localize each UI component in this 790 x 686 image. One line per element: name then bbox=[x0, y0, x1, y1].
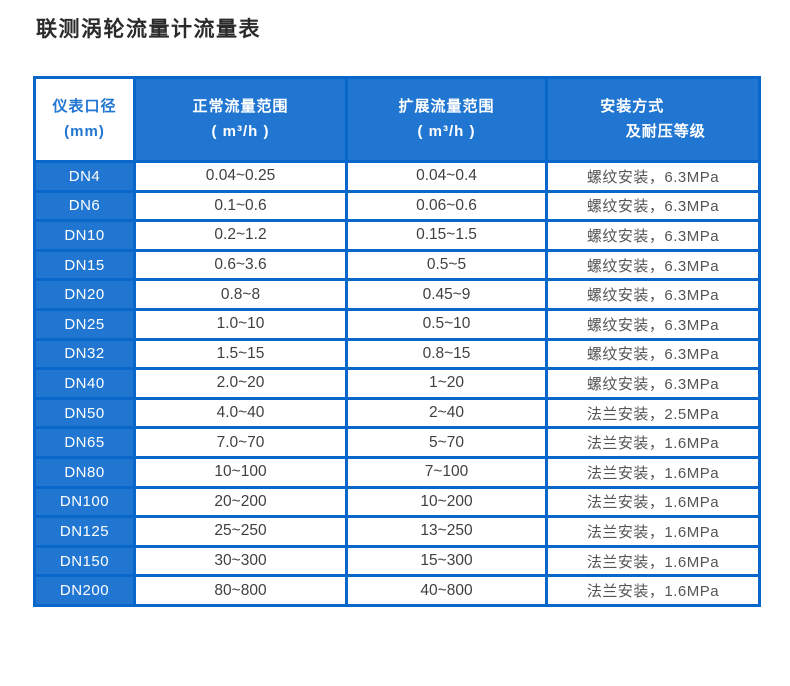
table-row: DN150 30~300 15~300 法兰安装，1.6MPa bbox=[33, 544, 761, 578]
table-body: DN4 0.04~0.25 0.04~0.4 螺纹安装，6.3MPa DN6 0… bbox=[33, 160, 761, 607]
header-diameter-line1: 仪表口径 bbox=[52, 97, 117, 115]
extended-range-cell: 5~70 bbox=[345, 426, 548, 459]
normal-range-cell: 4.0~40 bbox=[133, 396, 348, 430]
extended-range-cell: 15~300 bbox=[345, 544, 548, 578]
normal-range-cell: 30~300 bbox=[133, 544, 348, 578]
install-cell: 螺纹安装，6.3MPa bbox=[545, 307, 761, 341]
extended-range-cell: 0.04~0.4 bbox=[345, 160, 548, 193]
header-diameter-line2: (mm) bbox=[64, 122, 105, 140]
normal-range-cell: 0.2~1.2 bbox=[133, 219, 348, 252]
diameter-cell: DN6 bbox=[33, 189, 136, 223]
table-row: DN4 0.04~0.25 0.04~0.4 螺纹安装，6.3MPa bbox=[33, 160, 761, 193]
install-cell: 法兰安装，1.6MPa bbox=[545, 544, 761, 578]
normal-range-cell: 1.0~10 bbox=[133, 307, 348, 341]
table-row: DN125 25~250 13~250 法兰安装，1.6MPa bbox=[33, 515, 761, 548]
diameter-cell: DN15 bbox=[33, 248, 136, 282]
table-row: DN15 0.6~3.6 0.5~5 螺纹安装，6.3MPa bbox=[33, 248, 761, 282]
flow-rate-table: 仪表口径 (mm) 正常流量范围 ( m³/h ) 扩展流量范围 ( m³/h … bbox=[33, 76, 761, 607]
header-extended-line2: ( m³/h ) bbox=[417, 122, 476, 140]
diameter-cell: DN100 bbox=[33, 485, 136, 519]
table-row: DN20 0.8~8 0.45~9 螺纹安装，6.3MPa bbox=[33, 278, 761, 311]
header-install-line2: 及耐压等级 bbox=[625, 122, 706, 140]
diameter-cell: DN200 bbox=[33, 574, 136, 607]
table-row: DN100 20~200 10~200 法兰安装，1.6MPa bbox=[33, 485, 761, 519]
diameter-cell: DN50 bbox=[33, 396, 136, 430]
header-install-line1: 安装方式 bbox=[600, 97, 665, 115]
install-cell: 螺纹安装，6.3MPa bbox=[545, 160, 761, 193]
diameter-cell: DN125 bbox=[33, 515, 136, 548]
diameter-cell: DN20 bbox=[33, 278, 136, 311]
extended-range-cell: 0.45~9 bbox=[345, 278, 548, 311]
extended-range-cell: 0.5~10 bbox=[345, 307, 548, 341]
install-cell: 螺纹安装，6.3MPa bbox=[545, 367, 761, 400]
extended-range-cell: 0.15~1.5 bbox=[345, 219, 548, 252]
install-cell: 螺纹安装，6.3MPa bbox=[545, 189, 761, 223]
diameter-cell: DN150 bbox=[33, 544, 136, 578]
normal-range-cell: 0.1~0.6 bbox=[133, 189, 348, 223]
install-cell: 法兰安装，1.6MPa bbox=[545, 426, 761, 459]
extended-range-cell: 13~250 bbox=[345, 515, 548, 548]
install-cell: 螺纹安装，6.3MPa bbox=[545, 219, 761, 252]
extended-range-cell: 1~20 bbox=[345, 367, 548, 400]
table-row: DN25 1.0~10 0.5~10 螺纹安装，6.3MPa bbox=[33, 307, 761, 341]
install-cell: 法兰安装，1.6MPa bbox=[545, 574, 761, 607]
diameter-cell: DN80 bbox=[33, 455, 136, 489]
normal-range-cell: 80~800 bbox=[133, 574, 348, 607]
header-normal-line1: 正常流量范围 bbox=[192, 97, 289, 115]
table-row: DN80 10~100 7~100 法兰安装，1.6MPa bbox=[33, 455, 761, 489]
normal-range-cell: 1.5~15 bbox=[133, 337, 348, 371]
diameter-cell: DN25 bbox=[33, 307, 136, 341]
install-cell: 法兰安装，1.6MPa bbox=[545, 485, 761, 519]
diameter-cell: DN4 bbox=[33, 160, 136, 193]
normal-range-cell: 7.0~70 bbox=[133, 426, 348, 459]
normal-range-cell: 20~200 bbox=[133, 485, 348, 519]
extended-range-cell: 7~100 bbox=[345, 455, 548, 489]
normal-range-cell: 25~250 bbox=[133, 515, 348, 548]
extended-range-cell: 40~800 bbox=[345, 574, 548, 607]
install-cell: 螺纹安装，6.3MPa bbox=[545, 337, 761, 371]
diameter-cell: DN10 bbox=[33, 219, 136, 252]
header-row: 仪表口径 (mm) 正常流量范围 ( m³/h ) 扩展流量范围 ( m³/h … bbox=[33, 76, 761, 163]
table-row: DN50 4.0~40 2~40 法兰安装，2.5MPa bbox=[33, 396, 761, 430]
page-title: 联测涡轮流量计流量表 bbox=[36, 18, 261, 41]
install-cell: 法兰安装，1.6MPa bbox=[545, 515, 761, 548]
diameter-cell: DN32 bbox=[33, 337, 136, 371]
table-header: 仪表口径 (mm) 正常流量范围 ( m³/h ) 扩展流量范围 ( m³/h … bbox=[33, 76, 761, 163]
install-cell: 螺纹安装，6.3MPa bbox=[545, 278, 761, 311]
normal-range-cell: 2.0~20 bbox=[133, 367, 348, 400]
table-row: DN200 80~800 40~800 法兰安装，1.6MPa bbox=[33, 574, 761, 607]
install-cell: 螺纹安装，6.3MPa bbox=[545, 248, 761, 282]
normal-range-cell: 0.6~3.6 bbox=[133, 248, 348, 282]
table-row: DN65 7.0~70 5~70 法兰安装，1.6MPa bbox=[33, 426, 761, 459]
extended-range-cell: 0.06~0.6 bbox=[345, 189, 548, 223]
header-extended-line1: 扩展流量范围 bbox=[398, 97, 495, 115]
diameter-cell: DN40 bbox=[33, 367, 136, 400]
table-row: DN6 0.1~0.6 0.06~0.6 螺纹安装，6.3MPa bbox=[33, 189, 761, 223]
header-extended-range: 扩展流量范围 ( m³/h ) bbox=[345, 76, 548, 163]
diameter-cell: DN65 bbox=[33, 426, 136, 459]
header-normal-range: 正常流量范围 ( m³/h ) bbox=[133, 76, 348, 163]
header-install: 安装方式 及耐压等级 bbox=[545, 76, 761, 163]
extended-range-cell: 0.5~5 bbox=[345, 248, 548, 282]
normal-range-cell: 0.04~0.25 bbox=[133, 160, 348, 193]
table-row: DN32 1.5~15 0.8~15 螺纹安装，6.3MPa bbox=[33, 337, 761, 371]
normal-range-cell: 0.8~8 bbox=[133, 278, 348, 311]
header-diameter: 仪表口径 (mm) bbox=[33, 76, 136, 163]
header-normal-line2: ( m³/h ) bbox=[211, 122, 270, 140]
extended-range-cell: 10~200 bbox=[345, 485, 548, 519]
extended-range-cell: 0.8~15 bbox=[345, 337, 548, 371]
normal-range-cell: 10~100 bbox=[133, 455, 348, 489]
table-row: DN10 0.2~1.2 0.15~1.5 螺纹安装，6.3MPa bbox=[33, 219, 761, 252]
install-cell: 法兰安装，2.5MPa bbox=[545, 396, 761, 430]
extended-range-cell: 2~40 bbox=[345, 396, 548, 430]
install-cell: 法兰安装，1.6MPa bbox=[545, 455, 761, 489]
table-row: DN40 2.0~20 1~20 螺纹安装，6.3MPa bbox=[33, 367, 761, 400]
